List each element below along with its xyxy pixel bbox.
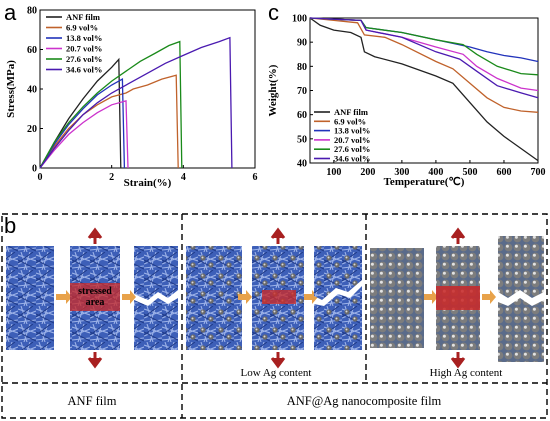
legend-entry: 20.7 vol% — [66, 44, 102, 54]
legend-entry: 34.6 vol% — [334, 154, 370, 164]
x-axis-label: Temperature(℃) — [384, 176, 465, 188]
footer-anf-film: ANF film — [68, 394, 117, 408]
stressed-area-label: area — [86, 297, 105, 308]
series-line — [309, 17, 539, 113]
stressed-area — [262, 290, 296, 304]
legend-entry: 20.7 vol% — [334, 135, 370, 145]
footer-anf-ag-film: ANF@Ag nanocomposite film — [287, 394, 442, 408]
process-arrow — [482, 290, 496, 304]
y-axis-label: Stress(MPa) — [5, 60, 17, 118]
low-ag-fractured-top — [314, 246, 362, 300]
x-tick-label: 400 — [428, 167, 443, 178]
low-ag-fractured-bottom — [314, 286, 362, 350]
x-axis-label: Strain(%) — [124, 177, 172, 189]
y-tick-label: 40 — [27, 85, 37, 96]
legend-entry: 13.8 vol% — [334, 126, 370, 136]
process-arrow — [424, 290, 438, 304]
tension-arrow-up — [270, 227, 286, 244]
legend-entry: 6.9 vol% — [66, 23, 98, 33]
series-line — [39, 100, 129, 169]
y-tick-label: 40 — [297, 159, 307, 170]
anf-block-initial — [6, 246, 54, 350]
x-tick-label: 500 — [462, 167, 477, 178]
series-line — [309, 17, 539, 162]
stressed-area-label: stressed — [78, 286, 112, 297]
tension-arrow-down — [450, 352, 466, 369]
low-ag-caption: Low Ag content — [241, 367, 312, 379]
x-tick-label: 300 — [394, 167, 409, 178]
series-line — [39, 78, 126, 169]
process-arrow — [122, 290, 136, 304]
y-axis-label: Weight(%) — [267, 64, 279, 116]
tension-arrow-down — [87, 352, 103, 369]
legend-entry: 13.8 vol% — [66, 33, 102, 43]
schematic-panel: stressed area Low Ag content High Ag con… — [1, 213, 548, 419]
schematic-border — [1, 213, 548, 419]
series-line — [39, 40, 183, 169]
series-line — [39, 36, 233, 169]
high-ag-block-initial — [370, 248, 424, 348]
legend-entry: ANF film — [66, 12, 100, 22]
panel-label-c: c — [268, 0, 279, 25]
high-ag-caption: High Ag content — [430, 367, 503, 379]
x-tick-label: 0 — [38, 172, 43, 183]
y-tick-label: 0 — [32, 164, 37, 175]
x-tick-label: 200 — [360, 167, 375, 178]
y-tick-label: 60 — [297, 110, 307, 121]
tga-chart: 100 200 300 400 500 600 700 40 50 60 70 80 90 100 Temp… — [267, 14, 546, 189]
y-tick-label: 60 — [27, 45, 37, 56]
low-ag-block-initial — [186, 246, 242, 350]
series-line — [309, 17, 539, 92]
panel-label-b: b — [4, 213, 16, 238]
stressed-area — [436, 286, 480, 310]
x-tick-label: 4 — [181, 172, 186, 183]
y-tick-label: 80 — [27, 6, 37, 17]
tension-arrow-up — [450, 227, 466, 244]
anf-fractured-top — [134, 246, 178, 300]
tension-arrow-up — [87, 227, 103, 244]
x-tick-label: 2 — [109, 172, 114, 183]
y-tick-label: 90 — [297, 38, 307, 49]
x-tick-label: 700 — [531, 167, 546, 178]
series-line — [39, 74, 179, 169]
anf-fractured-bottom — [134, 298, 178, 350]
legend-entry: 27.6 vol% — [66, 54, 102, 64]
legend-entry: 34.6 vol% — [66, 65, 102, 75]
legend-entry: 27.6 vol% — [334, 144, 370, 154]
y-tick-label: 80 — [297, 62, 307, 73]
y-tick-label: 100 — [292, 14, 307, 25]
y-tick-label: 70 — [297, 86, 307, 97]
process-arrow — [56, 290, 72, 304]
y-tick-label: 50 — [297, 134, 307, 145]
high-ag-fractured-top — [498, 236, 544, 298]
tension-arrow-down — [270, 352, 286, 369]
legend-entry: ANF film — [334, 107, 368, 117]
y-tick-label: 20 — [27, 124, 37, 135]
x-tick-label: 600 — [496, 167, 511, 178]
process-arrow — [238, 290, 252, 304]
legend-entry: 6.9 vol% — [334, 116, 366, 126]
series-line — [309, 17, 539, 99]
stressed-area — [70, 283, 120, 311]
panel-label-a: a — [4, 0, 17, 25]
high-ag-fractured-bottom — [498, 298, 544, 362]
x-tick-label: 6 — [253, 172, 258, 183]
x-tick-label: 100 — [326, 167, 341, 178]
